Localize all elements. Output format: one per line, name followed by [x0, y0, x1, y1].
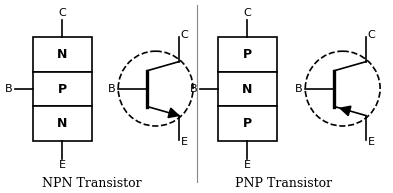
- Text: P: P: [57, 83, 67, 96]
- Text: E: E: [368, 137, 375, 147]
- Text: N: N: [57, 117, 67, 130]
- Polygon shape: [340, 106, 351, 116]
- Text: C: C: [243, 8, 251, 18]
- Text: C: C: [368, 30, 376, 41]
- Text: C: C: [58, 8, 66, 18]
- Text: P: P: [242, 117, 252, 130]
- Bar: [218, 72, 277, 106]
- Text: PNP Transistor: PNP Transistor: [235, 177, 332, 190]
- Text: E: E: [59, 160, 66, 170]
- Bar: [33, 37, 92, 72]
- Bar: [33, 72, 92, 106]
- Text: B: B: [190, 84, 198, 94]
- Text: E: E: [244, 160, 251, 170]
- Text: N: N: [57, 48, 67, 61]
- Text: C: C: [181, 30, 189, 41]
- Text: N: N: [242, 83, 252, 96]
- Polygon shape: [168, 108, 179, 118]
- Text: B: B: [5, 84, 13, 94]
- Text: B: B: [108, 84, 115, 94]
- Bar: [33, 106, 92, 141]
- Text: E: E: [181, 137, 188, 147]
- Text: NPN Transistor: NPN Transistor: [42, 177, 141, 190]
- Text: P: P: [242, 48, 252, 61]
- Bar: [218, 37, 277, 72]
- Text: B: B: [295, 84, 302, 94]
- Bar: [218, 106, 277, 141]
